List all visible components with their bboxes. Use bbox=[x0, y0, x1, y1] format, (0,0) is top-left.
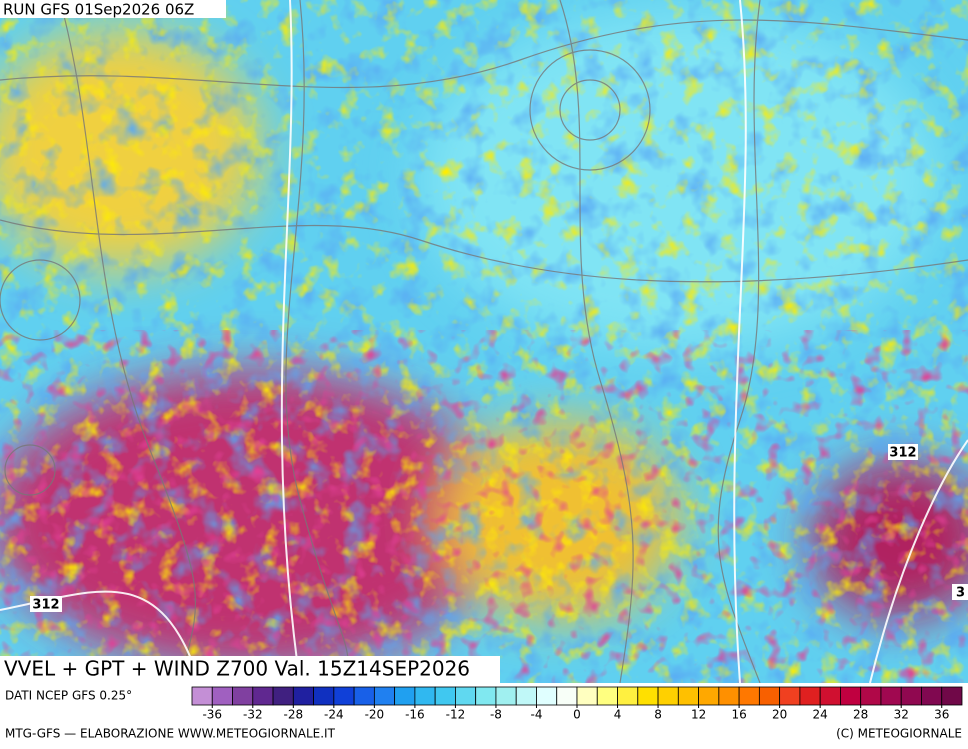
colorbar-tick-label: -24 bbox=[324, 708, 344, 722]
colorbar-tick-label: 12 bbox=[691, 708, 706, 722]
colorbar-tick-label: -8 bbox=[490, 708, 502, 722]
colorbar-swatch bbox=[252, 686, 274, 706]
colorbar-swatch bbox=[333, 686, 355, 706]
colorbar-swatch bbox=[799, 686, 821, 706]
colorbar-tick-label: -28 bbox=[284, 708, 304, 722]
colorbar-swatch bbox=[434, 686, 456, 706]
contour-label: 312 bbox=[32, 598, 59, 613]
colorbar-tick-label: 16 bbox=[731, 708, 746, 722]
colorbar-tick-label: 28 bbox=[853, 708, 868, 722]
colorbar-swatch bbox=[860, 686, 882, 706]
colorbar-swatch bbox=[211, 686, 233, 706]
map-field: RUN GFS 01Sep2026 06Z 312 312 3 VVEL + G… bbox=[0, 0, 968, 683]
colorbar-tick-label: -36 bbox=[202, 708, 222, 722]
colorbar-swatch bbox=[819, 686, 841, 706]
colorbar-swatch bbox=[515, 686, 537, 706]
credit-label: MTG-GFS — ELABORAZIONE WWW.METEOGIORNALE… bbox=[5, 727, 336, 741]
source-label: DATI NCEP GFS 0.25° bbox=[5, 689, 132, 703]
colorbar-swatch bbox=[657, 686, 679, 706]
contour-label: 3 bbox=[956, 586, 965, 601]
colorbar-tick-label: -32 bbox=[243, 708, 263, 722]
colorbar-swatch bbox=[556, 686, 578, 706]
colorbar-swatch bbox=[921, 686, 943, 706]
colorbar-tick-label: 32 bbox=[894, 708, 909, 722]
colorbar-tick-label: -4 bbox=[530, 708, 542, 722]
colorbar-swatch bbox=[232, 686, 254, 706]
colorbar-swatch bbox=[475, 686, 497, 706]
colorbar-tick-label: 0 bbox=[573, 708, 581, 722]
colorbar-swatch bbox=[840, 686, 862, 706]
colorbar-swatch bbox=[536, 686, 558, 706]
colorbar: -36 -32 -28 -24 -20 -16 -12 -8 -4 0 4 8 12 16 20 24 28 32… bbox=[191, 686, 963, 722]
colorbar-tick-label: 8 bbox=[654, 708, 662, 722]
colorbar-tick-label: -12 bbox=[446, 708, 466, 722]
colorbar-swatch bbox=[292, 686, 314, 706]
colorbar-swatch bbox=[495, 686, 517, 706]
colorbar-tick-label: 36 bbox=[934, 708, 949, 722]
colorbar-tick-label: 20 bbox=[772, 708, 787, 722]
colorbar-swatch bbox=[677, 686, 699, 706]
colorbar-swatch bbox=[637, 686, 659, 706]
colorbar-swatch bbox=[880, 686, 902, 706]
colorbar-swatch bbox=[738, 686, 760, 706]
map-title: VVEL + GPT + WIND Z700 Val. 15Z14SEP2026 bbox=[4, 657, 470, 681]
colorbar-swatch bbox=[414, 686, 436, 706]
colorbar-swatch bbox=[617, 686, 639, 706]
colorbar-swatch bbox=[900, 686, 922, 706]
colorbar-tick-label: 24 bbox=[813, 708, 828, 722]
colorbar-tick-label: 4 bbox=[614, 708, 622, 722]
colorbar-swatch bbox=[313, 686, 335, 706]
colorbar-swatch bbox=[779, 686, 801, 706]
colorbar-swatch bbox=[596, 686, 618, 706]
run-label: RUN GFS 01Sep2026 06Z bbox=[3, 1, 194, 19]
colorbar-tick-label: -20 bbox=[365, 708, 385, 722]
colorbar-swatch bbox=[272, 686, 294, 706]
colorbar-swatch bbox=[758, 686, 781, 706]
colorbar-swatch bbox=[698, 686, 720, 706]
copyright-label: (C) METEOGIORNALE bbox=[836, 727, 962, 741]
colorbar-swatch bbox=[191, 686, 213, 706]
colorbar-swatch bbox=[455, 686, 477, 706]
contour-label: 312 bbox=[889, 446, 916, 461]
colorbar-swatch bbox=[576, 686, 598, 706]
colorbar-swatch bbox=[941, 686, 963, 706]
colorbar-tick-label: -16 bbox=[405, 708, 425, 722]
colorbar-swatch bbox=[718, 686, 740, 706]
colorbar-swatch bbox=[394, 686, 416, 706]
colorbar-swatch bbox=[373, 686, 396, 706]
colorbar-swatch bbox=[353, 686, 375, 706]
